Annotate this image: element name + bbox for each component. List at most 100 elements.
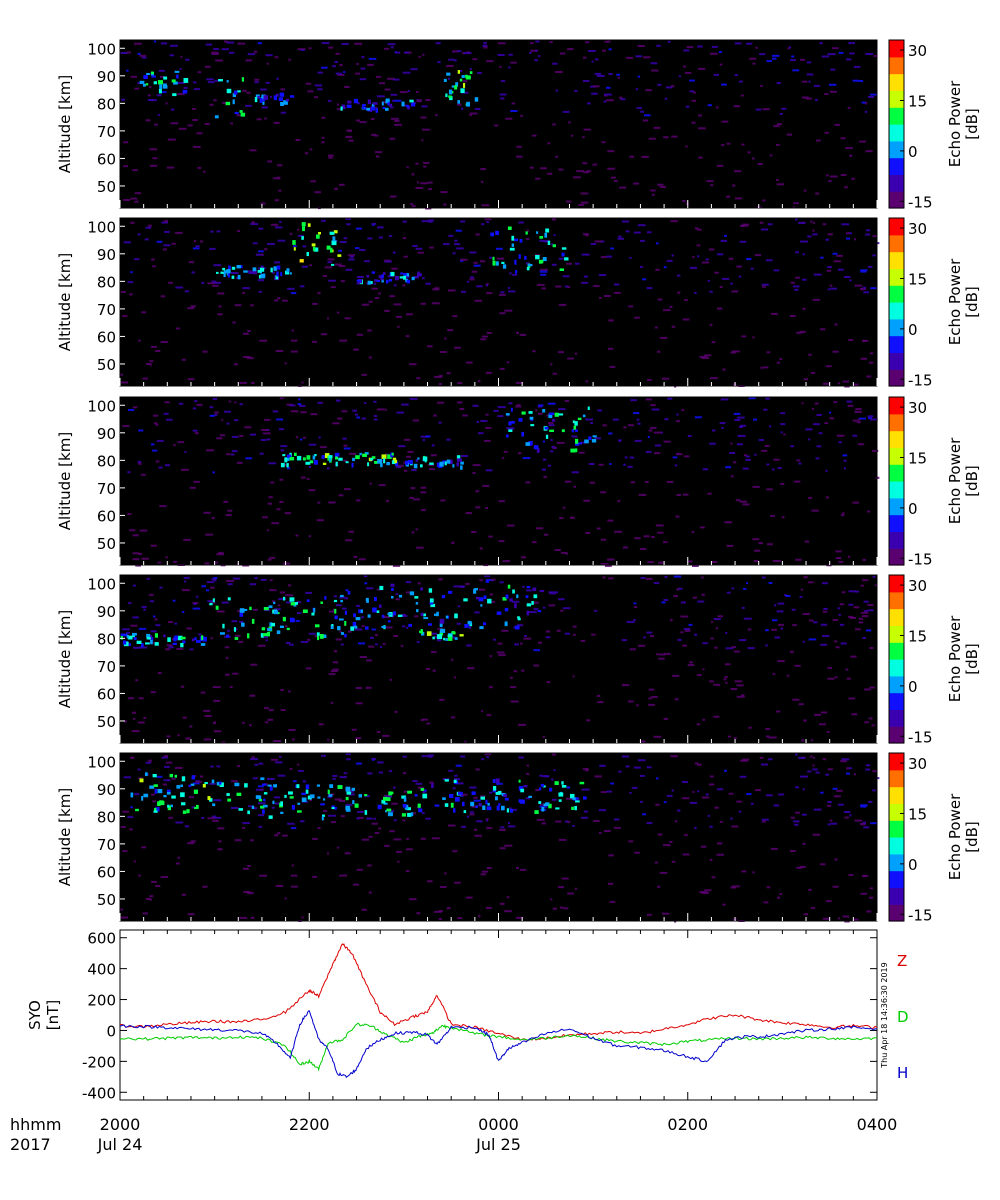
echo-pixel bbox=[345, 796, 349, 801]
noise-pixel bbox=[160, 42, 168, 45]
noise-pixel bbox=[412, 812, 416, 815]
noise-pixel bbox=[832, 252, 838, 255]
noise-pixel bbox=[539, 805, 548, 808]
noise-pixel bbox=[738, 810, 742, 813]
noise-pixel bbox=[343, 444, 348, 447]
echo-pixel bbox=[352, 457, 355, 462]
echo-pixel bbox=[452, 464, 455, 468]
colorbar-segment bbox=[889, 112, 904, 117]
noise-pixel bbox=[237, 765, 240, 768]
noise-pixel bbox=[402, 772, 407, 775]
noise-pixel bbox=[597, 701, 604, 704]
echo-pixel bbox=[429, 601, 434, 605]
colorbar-tick-label: 0 bbox=[908, 856, 918, 874]
y-tick-label: 60 bbox=[97, 328, 116, 346]
noise-pixel bbox=[698, 67, 706, 70]
echo-pixel bbox=[509, 598, 513, 602]
colorbar-segment bbox=[889, 416, 904, 420]
noise-pixel bbox=[209, 406, 214, 409]
colorbar-segment bbox=[889, 168, 904, 173]
noise-pixel bbox=[837, 917, 840, 920]
echo-pixel bbox=[273, 601, 276, 605]
noise-pixel bbox=[267, 502, 272, 505]
echo-pixel bbox=[530, 424, 535, 427]
colorbar-segment bbox=[889, 441, 904, 446]
echo-pixel bbox=[451, 85, 455, 88]
noise-pixel bbox=[753, 418, 757, 421]
colorbar-segment bbox=[889, 647, 904, 652]
noise-pixel bbox=[694, 227, 699, 230]
noise-pixel bbox=[778, 793, 785, 796]
noise-pixel bbox=[161, 221, 168, 224]
noise-pixel bbox=[594, 437, 601, 440]
echo-pixel bbox=[503, 794, 507, 798]
echo-pixel bbox=[143, 793, 149, 798]
echo-pixel bbox=[456, 462, 459, 467]
colorbar-segment bbox=[889, 803, 904, 807]
noise-pixel bbox=[173, 560, 178, 563]
noise-pixel bbox=[537, 641, 542, 644]
colorbar-segment bbox=[889, 274, 904, 278]
echo-pixel bbox=[403, 273, 408, 276]
noise-pixel bbox=[792, 698, 800, 701]
echo-pixel bbox=[573, 425, 577, 430]
noise-pixel bbox=[816, 139, 821, 142]
noise-pixel bbox=[232, 577, 241, 580]
noise-pixel bbox=[762, 576, 766, 579]
noise-pixel bbox=[726, 591, 731, 594]
echo-pixel bbox=[238, 808, 243, 811]
noise-pixel bbox=[338, 596, 346, 599]
noise-pixel bbox=[821, 55, 829, 58]
noise-pixel bbox=[795, 218, 798, 221]
echo-pixel bbox=[340, 594, 344, 598]
colorbar-segment bbox=[889, 562, 904, 566]
colorbar-segment bbox=[889, 304, 904, 309]
noise-pixel bbox=[643, 535, 650, 538]
noise-pixel bbox=[858, 617, 864, 620]
noise-pixel bbox=[607, 150, 615, 153]
echo-pixel bbox=[351, 462, 354, 468]
noise-pixel bbox=[438, 383, 442, 385]
noise-pixel bbox=[138, 429, 144, 432]
colorbar-tick-label: 30 bbox=[908, 577, 927, 595]
echo-pixel bbox=[364, 794, 368, 797]
noise-pixel bbox=[812, 407, 815, 410]
y-tick-label: 100 bbox=[87, 753, 116, 771]
noise-pixel bbox=[288, 584, 292, 587]
noise-pixel bbox=[344, 317, 351, 320]
echo-pixel bbox=[239, 608, 245, 611]
noise-pixel bbox=[747, 647, 755, 650]
noise-pixel bbox=[276, 77, 279, 80]
noise-pixel bbox=[272, 600, 276, 603]
noise-pixel bbox=[149, 600, 155, 603]
echo-pixel bbox=[362, 103, 366, 107]
noise-pixel bbox=[659, 186, 666, 188]
noise-pixel bbox=[792, 624, 797, 627]
echo-pixel bbox=[385, 279, 389, 284]
noise-pixel bbox=[280, 111, 287, 114]
echo-pixel bbox=[290, 602, 295, 606]
noise-pixel bbox=[660, 431, 663, 434]
noise-pixel bbox=[133, 717, 136, 720]
noise-pixel bbox=[663, 717, 669, 720]
echo-pixel bbox=[357, 102, 360, 105]
noise-pixel bbox=[153, 414, 159, 417]
noise-pixel bbox=[211, 578, 216, 581]
noise-pixel bbox=[141, 605, 147, 608]
echo-pixel bbox=[525, 442, 530, 446]
noise-pixel bbox=[564, 400, 569, 402]
noise-pixel bbox=[653, 735, 662, 738]
noise-pixel bbox=[328, 279, 336, 282]
noise-pixel bbox=[302, 245, 307, 248]
noise-pixel bbox=[865, 229, 871, 232]
noise-pixel bbox=[214, 561, 219, 564]
noise-pixel bbox=[645, 481, 649, 483]
noise-pixel bbox=[754, 549, 761, 552]
echo-pixel bbox=[406, 273, 409, 277]
noise-pixel bbox=[403, 255, 408, 258]
mag-y-tick-label: 0 bbox=[106, 1022, 116, 1040]
noise-pixel bbox=[671, 325, 676, 328]
echo-pixel bbox=[293, 247, 296, 251]
noise-pixel bbox=[749, 57, 757, 60]
echo-pixel bbox=[232, 93, 236, 97]
